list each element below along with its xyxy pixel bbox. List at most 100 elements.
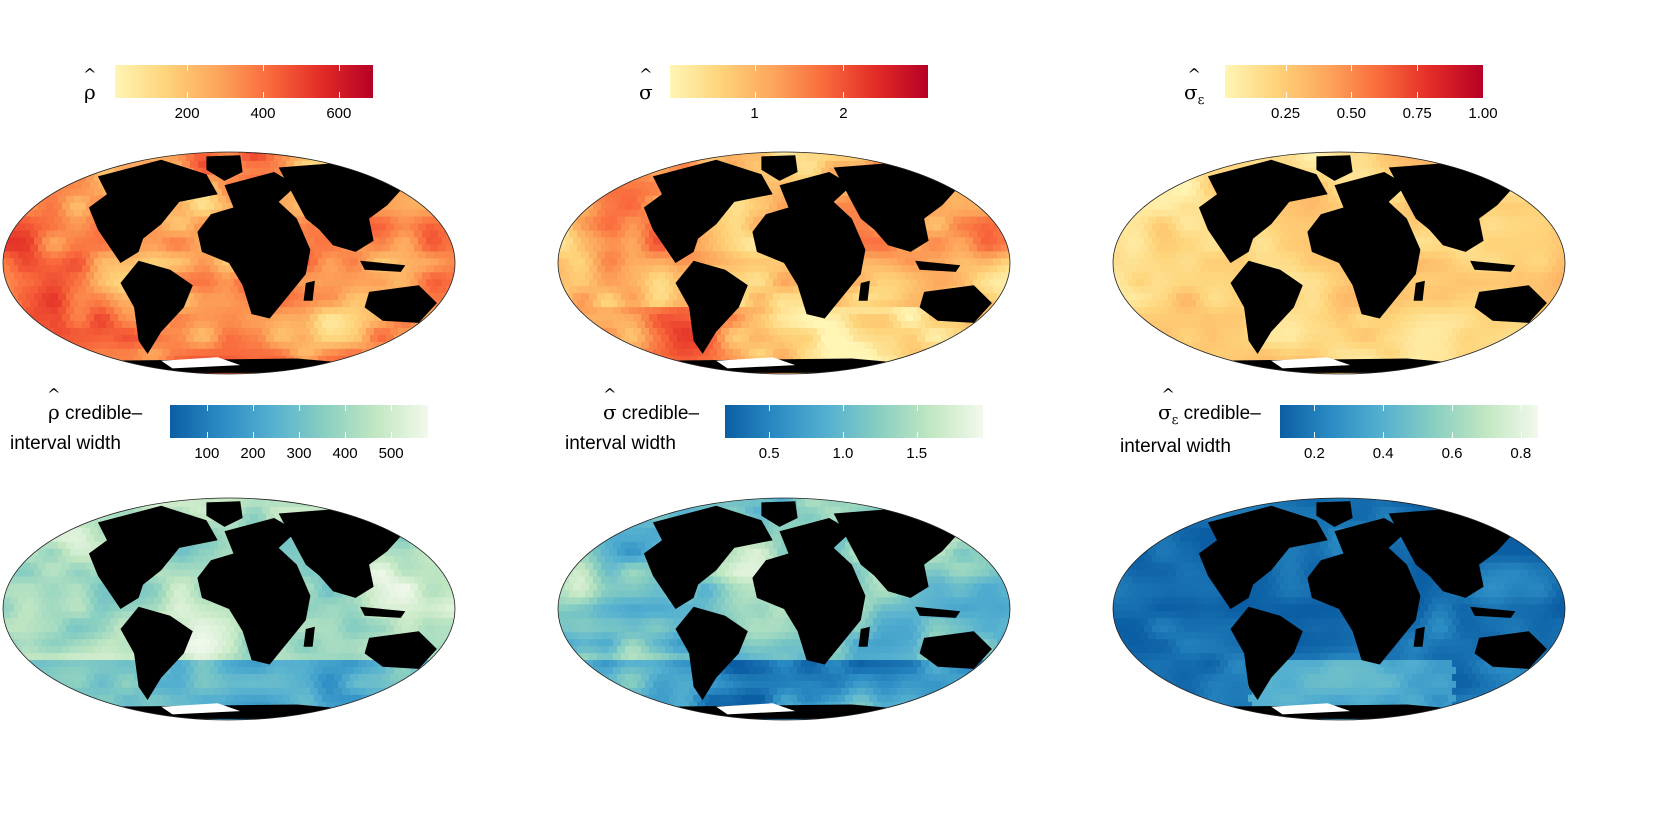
colorbar-tick (391, 432, 393, 438)
colorbar-tick (262, 65, 264, 71)
colorbar-tick (1417, 65, 1419, 71)
colorbar-tick (916, 405, 918, 411)
panel-sigma-epsilon: ^ σε 0.25 0.50 0.75 1.00 (1110, 40, 1610, 440)
map-outline (557, 497, 1011, 721)
colorbar-tick (299, 432, 300, 438)
legend-symbol: ^ σ (603, 385, 617, 424)
colorbar-tick (1285, 92, 1287, 98)
legend-suffix: credible– (1178, 403, 1261, 424)
colorbar (115, 65, 373, 98)
colorbar-tick (1520, 405, 1522, 411)
hat-accent-icon: ^ (1161, 385, 1175, 404)
colorbar-tick (252, 405, 254, 411)
panel-sigma-credible-interval-width: ^ σ credible– interval width 0.5 1.0 1.5 (555, 385, 1055, 805)
colorbar-tick-label: 1 (750, 105, 759, 122)
colorbar-tick (769, 405, 771, 411)
colorbar-tick-label: 300 (286, 445, 312, 462)
colorbar (1280, 405, 1538, 438)
mollweide-map (1112, 497, 1566, 721)
colorbar-tick (1520, 432, 1522, 438)
colorbar-tick-label: 0.4 (1372, 445, 1394, 462)
colorbar-tick (1417, 92, 1419, 98)
legend-title: ^ ρ (83, 65, 96, 105)
colorbar-tick (299, 405, 300, 411)
colorbar-tick (206, 405, 208, 411)
colorbar-tick (842, 432, 844, 438)
colorbar-tick (1452, 405, 1453, 411)
legend-line-2: interval width (10, 433, 121, 454)
legend-symbol: ^ ρ (83, 65, 96, 104)
map-outline (2, 151, 456, 375)
colorbar-tick (843, 65, 845, 71)
colorbar-tick-label: 0.75 (1402, 105, 1432, 122)
panel-sigma-epsilon-credible-interval-width: ^ σε credible– interval width 0.2 0.4 0.6 0.8 (1110, 385, 1610, 805)
colorbar-tick-label: 1.5 (906, 445, 928, 462)
legend-symbol: ^ σε (1158, 385, 1179, 428)
colorbar-tick (1483, 65, 1484, 71)
mollweide-map (557, 497, 1011, 721)
legend-greek-letter: σ (1158, 400, 1172, 424)
legend-greek-letter: ρ (84, 80, 96, 104)
colorbar-tick-label: 2 (839, 105, 848, 122)
ocean-field (558, 498, 1010, 720)
colorbar-tick (1314, 432, 1316, 438)
mollweide-map (557, 151, 1011, 375)
colorbar-tick (1285, 65, 1287, 71)
colorbar-tick-label: 0.25 (1270, 105, 1301, 122)
colorbar-tick-label: 400 (250, 105, 276, 122)
mollweide-map (2, 151, 456, 375)
panel-rho: ^ ρ 200 400 600 (0, 40, 500, 440)
legend-symbol: ^ σ (639, 65, 653, 104)
colorbar-tick (1351, 65, 1353, 71)
colorbar-tick (1452, 432, 1453, 438)
colorbar-tick (338, 65, 340, 71)
hat-accent-icon: ^ (603, 385, 617, 404)
colorbar-tick-label: 0.6 (1441, 445, 1463, 462)
panel-rho-credible-interval-width: ^ ρ credible– interval width 100 200 300 400 50… (0, 385, 500, 805)
legend-subscript: ε (1171, 413, 1179, 428)
ocean-field (1113, 152, 1565, 374)
legend-greek-letter: σ (1184, 80, 1198, 104)
colorbar-tick-label: 600 (326, 105, 352, 122)
legend-line-2: interval width (565, 433, 676, 454)
colorbar-tick (842, 405, 844, 411)
colorbar-tick (916, 432, 918, 438)
legend-title: ^ σ (639, 65, 653, 105)
map-outline (1112, 497, 1566, 721)
colorbar-tick (1483, 92, 1484, 98)
colorbar (1225, 65, 1484, 98)
land-mask (643, 155, 992, 373)
land-mask (88, 155, 437, 373)
colorbar-tick-label: 0.2 (1303, 445, 1325, 462)
ocean-field (1113, 498, 1565, 720)
colorbar-tick (206, 432, 208, 438)
map-outline (557, 151, 1011, 375)
colorbar-tick-label: 500 (378, 445, 404, 462)
panel-sigma: ^ σ 1 2 (555, 40, 1055, 440)
legend-symbol: ^ ρ (47, 385, 60, 424)
colorbar-tick-label: 0.8 (1510, 445, 1532, 462)
colorbar-tick (843, 92, 845, 98)
ocean-field (558, 152, 1010, 374)
legend-greek-letter: σ (603, 400, 617, 424)
colorbar-tick (187, 65, 189, 71)
legend-title: ^ σε (1184, 65, 1205, 108)
colorbar-tick-label: 200 (240, 445, 266, 462)
legend-title: ^ σ credible– interval width (565, 385, 699, 455)
colorbar-tick (1383, 432, 1385, 438)
legend-title: ^ σε credible– interval width (1120, 385, 1261, 458)
mollweide-map (1112, 151, 1566, 375)
colorbar-tick (391, 405, 393, 411)
map-outline (2, 497, 456, 721)
colorbar (170, 405, 428, 438)
map-outline (1112, 151, 1566, 375)
legend-suffix: credible– (59, 403, 143, 424)
legend-subscript: ε (1197, 93, 1205, 108)
colorbar-tick (754, 92, 756, 98)
mollweide-map (2, 497, 456, 721)
colorbar (670, 65, 928, 98)
hat-accent-icon: ^ (1187, 65, 1201, 84)
colorbar-tick-label: 200 (174, 105, 200, 122)
land-mask (88, 501, 437, 719)
